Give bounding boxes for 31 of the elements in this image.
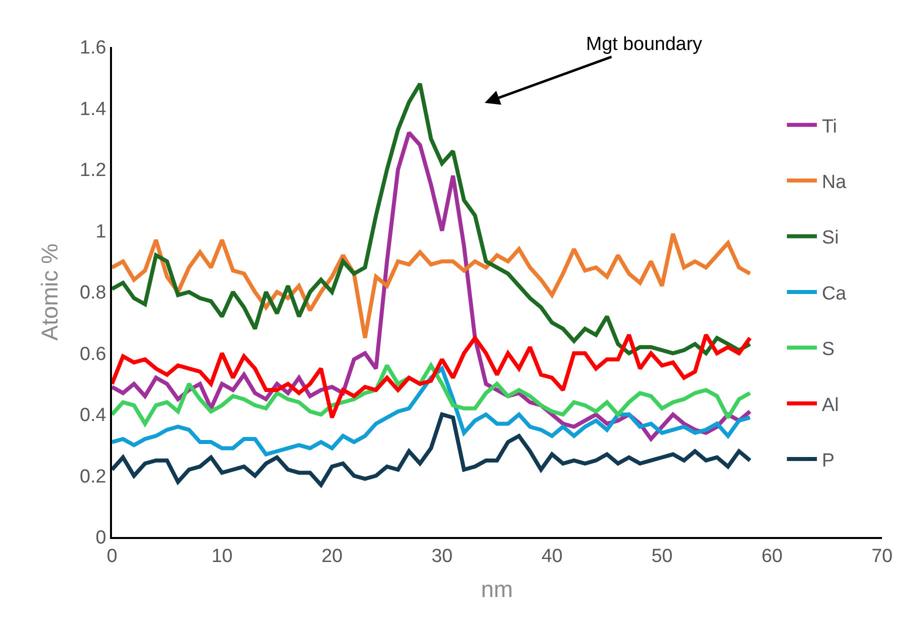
legend-label: P [822,450,835,472]
y-tick-label: 0.6 [80,344,106,365]
legend-label: Al [822,394,839,416]
x-tick-label: 40 [541,546,563,567]
x-tick-label: 10 [211,546,233,567]
y-tick-label: 1.2 [80,160,106,182]
y-tick-label: 0.2 [80,466,106,488]
x-tick-label: 50 [651,546,673,567]
y-tick-label: 0 [96,528,106,549]
x-axis-title: nm [481,576,513,602]
y-tick-label: 0.8 [80,282,106,304]
y-tick-label: 1.4 [80,98,107,120]
x-tick-label: 70 [871,546,893,567]
legend-label: Ti [822,116,838,138]
line-series [112,332,752,420]
legend-label: S [822,339,835,360]
y-axis-title: Atomic % [36,243,63,341]
annotation: Mgt boundary [586,34,703,55]
y-tick-label: 1.6 [80,38,106,59]
legend-label: Na [822,172,847,193]
x-tick-label: 60 [761,546,783,567]
x-tick-label: 20 [321,546,343,567]
x-tick-label: 30 [431,546,453,567]
line-series [112,232,752,340]
legend-label: Si [822,228,839,249]
legend-label: Ca [822,283,847,304]
y-tick-label: 1 [96,221,106,242]
line-series [112,366,752,456]
y-tick-label: 0.4 [80,405,107,426]
line-series [112,82,752,356]
line-series [112,412,752,487]
